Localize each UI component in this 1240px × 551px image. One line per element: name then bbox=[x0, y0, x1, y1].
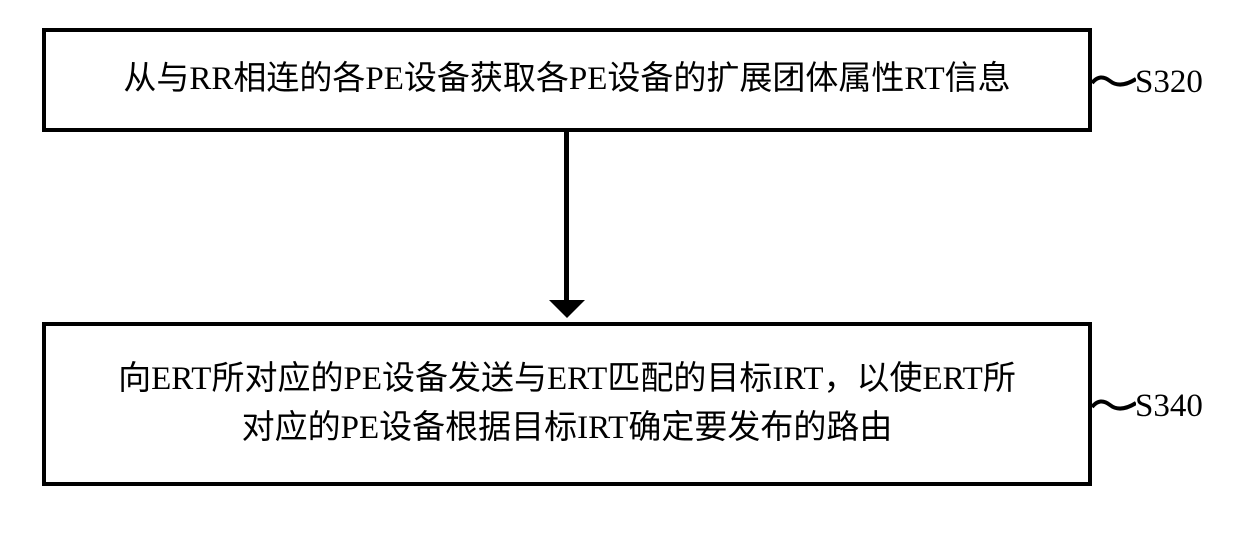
connector-s340 bbox=[1092, 398, 1136, 417]
flowchart-canvas: 从与RR相连的各PE设备获取各PE设备的扩展团体属性RT信息 S320 向ERT… bbox=[0, 0, 1240, 551]
step-text-s320: 从与RR相连的各PE设备获取各PE设备的扩展团体属性RT信息 bbox=[123, 55, 1010, 105]
step-box-s340: 向ERT所对应的PE设备发送与ERT匹配的目标IRT，以使ERT所 对应的PE设… bbox=[42, 322, 1092, 486]
step-label-s340: S340 bbox=[1135, 388, 1203, 425]
arrow-head bbox=[549, 300, 585, 318]
step-label-s320: S320 bbox=[1135, 64, 1203, 101]
connector-s320 bbox=[1092, 74, 1136, 93]
step-text-s340-line2: 对应的PE设备根据目标IRT确定要发布的路由 bbox=[242, 410, 893, 446]
step-text-s340-line1: 向ERT所对应的PE设备发送与ERT匹配的目标IRT，以使ERT所 bbox=[118, 361, 1016, 397]
step-text-s340: 向ERT所对应的PE设备发送与ERT匹配的目标IRT，以使ERT所 对应的PE设… bbox=[118, 355, 1016, 454]
step-box-s320: 从与RR相连的各PE设备获取各PE设备的扩展团体属性RT信息 bbox=[42, 28, 1092, 132]
arrow-line bbox=[564, 132, 569, 300]
